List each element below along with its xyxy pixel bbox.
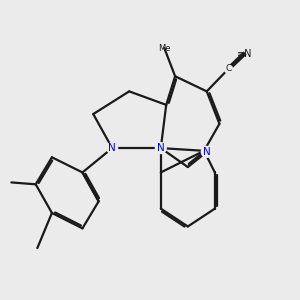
Circle shape [201,146,212,157]
Text: N: N [108,143,116,153]
Text: N: N [157,143,165,153]
Text: Me: Me [158,44,171,52]
Circle shape [107,143,118,154]
Text: C: C [225,64,232,74]
Circle shape [155,143,166,154]
Text: ≡N: ≡N [237,49,252,58]
Text: N: N [203,147,211,157]
Circle shape [224,65,232,73]
